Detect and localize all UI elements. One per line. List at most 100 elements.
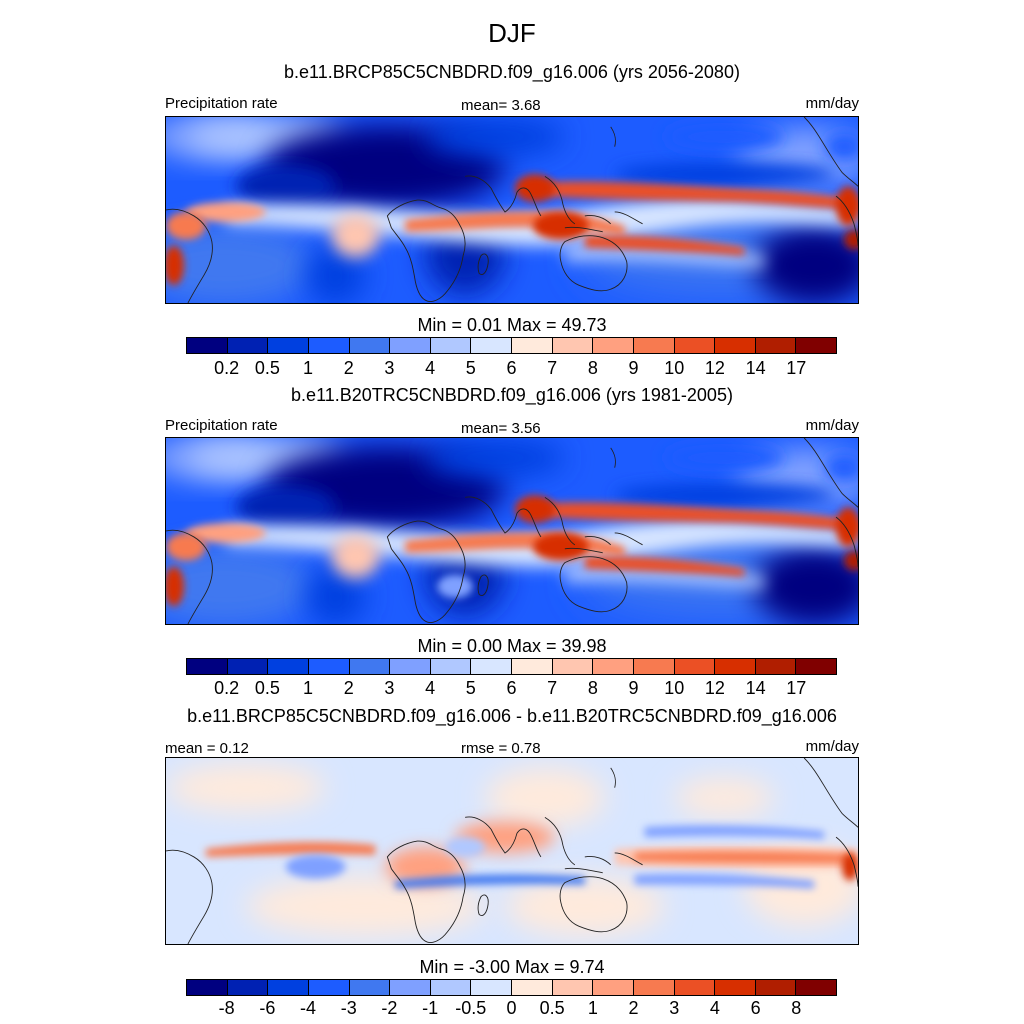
colorbar-tick-label: 5: [465, 358, 476, 378]
panel3-rmse-label: rmse = 0.78: [461, 740, 541, 757]
coastline: [835, 195, 858, 246]
africa-rain: [331, 534, 380, 579]
coastline: [584, 215, 612, 225]
coastline: [544, 816, 576, 866]
south-america-band: [166, 211, 206, 240]
itcz-band: [544, 181, 858, 210]
colorbar-swatch: [593, 659, 634, 674]
panel3-minmax: Min = -3.00 Max = 9.74: [419, 957, 605, 977]
colorbar-tick-label: 1: [587, 998, 598, 1018]
dry-region: [754, 546, 858, 624]
dry-region: [235, 164, 336, 209]
colorbar-tick-label: 2: [628, 998, 639, 1018]
panel2-colorbar-ticks: 0.2 0.5 1 2 3 4 5 6 7 8 9 10 12 14 17: [186, 678, 837, 698]
panel2-map: [165, 437, 859, 625]
colorbar-swatch: [796, 338, 836, 353]
atlantic-positive-band: [205, 842, 376, 857]
positive-anomaly: [674, 777, 775, 818]
colorbar-swatch: [552, 338, 594, 353]
colorbar-tick-label: 10: [664, 358, 685, 378]
coastline: [166, 529, 213, 624]
colorbar-swatch: [755, 980, 797, 995]
maritime-continent-hotspot: [532, 532, 589, 561]
colorbar-tick-label: 2: [343, 358, 354, 378]
storm-track: [824, 453, 858, 482]
coastline: [477, 894, 489, 916]
andes-hotspot: [166, 245, 184, 286]
colorbar-tick-label: 0.2: [214, 358, 240, 378]
colorbar-tick-label: 14: [745, 678, 766, 698]
colorbar-swatch: [715, 659, 756, 674]
coastline: [584, 536, 612, 546]
south-america-band: [185, 523, 266, 543]
coastline: [386, 199, 466, 302]
coastline: [544, 175, 576, 225]
colorbar-swatch: [796, 659, 836, 674]
storm-track: [824, 132, 858, 161]
dry-region: [614, 483, 835, 508]
colorbar-swatch: [633, 338, 675, 353]
dry-region: [305, 566, 366, 624]
colorbar-swatch: [512, 659, 553, 674]
map-svg: [166, 117, 858, 303]
coastline: [614, 852, 643, 866]
coastline: [166, 208, 213, 303]
maritime-continent-hotspot: [514, 174, 555, 203]
colorbar-swatch: [308, 338, 350, 353]
panel3-units: mm/day: [805, 738, 859, 755]
maritime-continent-hotspot: [514, 495, 555, 524]
coastline: [386, 520, 466, 623]
colorbar-swatch: [471, 338, 512, 353]
colorbar-swatch: [390, 659, 431, 674]
south-america-band: [185, 202, 266, 222]
colorbar-swatch: [512, 338, 553, 353]
negative-patch: [445, 837, 486, 857]
coastline: [465, 496, 542, 538]
colorbar-tick-label: 1: [303, 358, 314, 378]
colorbar-swatch: [349, 980, 391, 995]
colorbar-swatch: [715, 338, 756, 353]
colorbar-swatch: [308, 980, 350, 995]
colorbar-tick-label: 4: [425, 678, 436, 698]
colorbar-swatch: [349, 338, 391, 353]
colorbar-tick-label: -4: [300, 998, 317, 1018]
coastline: [559, 556, 628, 613]
coastline: [803, 117, 858, 187]
colorbar-tick-label: -8: [218, 998, 235, 1018]
colorbar-tick-label: 3: [669, 998, 680, 1018]
panel3-colorbar-ticks: -8 -6 -4 -3 -2 -1 -0.5 0 0.5 1 2 3 4 6 8: [186, 998, 837, 1018]
dry-region: [425, 438, 565, 478]
colorbar-tick-label: 0.5: [254, 678, 280, 698]
coastline: [614, 532, 643, 546]
colorbar-tick-label: 6: [506, 678, 517, 698]
colorbar-tick-label: 3: [384, 358, 395, 378]
panel2-left-label: Precipitation rate: [165, 417, 278, 434]
storm-track: [664, 122, 785, 151]
east-pacific-hotspot: [836, 507, 858, 547]
colorbar-swatch: [187, 980, 228, 995]
colorbar-swatch: [552, 980, 594, 995]
panel2-colorbar: [186, 658, 837, 675]
subtropic-field: [166, 225, 316, 303]
colorbar-tick-label: 9: [628, 358, 639, 378]
coastline: [835, 516, 858, 567]
coastline: [465, 175, 542, 217]
coastline: [559, 876, 628, 933]
coastline: [564, 547, 603, 554]
colorbar-swatch: [471, 659, 512, 674]
panel1-title: b.e11.BRCP85C5CNBDRD.f09_g16.006 (yrs 20…: [284, 62, 740, 82]
colorbar-tick-label: 4: [425, 358, 436, 378]
panel2-mean-label: mean= 3.56: [461, 420, 541, 437]
colorbar-tick-label: 7: [547, 678, 558, 698]
south-america-band: [166, 532, 206, 561]
coastline: [584, 856, 612, 866]
colorbar-tick-label: 2: [343, 678, 354, 698]
colorbar-tick-label: 8: [791, 998, 802, 1018]
pacific-negative-band: [644, 825, 825, 840]
spcz-band: [584, 235, 745, 256]
colorbar-swatch: [593, 338, 634, 353]
colorbar-swatch: [390, 980, 431, 995]
positive-anomaly: [505, 876, 665, 937]
colorbar-swatch: [674, 980, 716, 995]
coastline: [610, 447, 616, 468]
